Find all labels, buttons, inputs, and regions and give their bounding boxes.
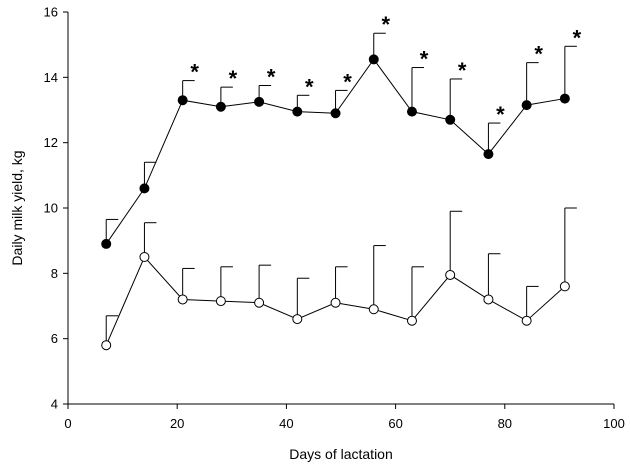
significance-marker: * [267,65,276,90]
x-tick-label: 40 [279,416,293,431]
data-point [215,296,226,307]
series-1: * * * * * * * * * * * [101,12,582,249]
data-point [101,340,112,351]
data-point [292,106,303,117]
significance-marker: * [229,66,238,91]
series-2 [101,207,577,351]
y-axis-title: Daily milk yield, kg [9,150,25,265]
y-tick-label: 14 [44,70,58,85]
x-tick-label: 100 [603,416,625,431]
data-point [559,93,570,104]
data-point [292,314,303,325]
data-point [368,304,379,315]
data-point [406,106,417,117]
x-tick-label: 20 [170,416,184,431]
data-point [483,294,494,305]
plot-area: * * * * * * * * * * * [101,12,582,351]
data-point [254,96,265,107]
data-point [330,297,341,308]
x-axis-title: Days of lactation [289,446,393,462]
x-tick-label: 80 [498,416,512,431]
data-point [559,281,570,292]
significance-marker: * [534,42,543,67]
data-point [483,149,494,160]
data-point [215,101,226,112]
data-point [101,238,112,249]
data-point [254,297,265,308]
significance-marker: * [458,58,467,83]
y-tick-label: 16 [44,5,58,20]
y-tick-label: 8 [51,266,58,281]
significance-marker: * [420,47,429,72]
data-point [406,315,417,326]
axes: 4 6 8 10 12 14 16 0 20 40 60 80 100 [44,5,625,432]
data-point [521,315,532,326]
data-point [368,54,379,65]
y-tick-label: 10 [44,201,58,216]
data-point [521,100,532,111]
significance-marker: * [190,60,199,85]
data-point [139,252,150,262]
x-tick-label: 0 [64,416,71,431]
data-point [445,114,456,125]
significance-marker: * [573,25,582,50]
y-tick-label: 12 [44,135,58,150]
data-point [139,183,150,194]
data-point [177,294,188,305]
y-tick-label: 4 [51,397,58,412]
series-line [105,58,565,245]
significance-marker: * [343,69,352,94]
y-tick-label: 6 [51,331,58,346]
x-tick-label: 60 [388,416,402,431]
data-point [177,95,188,106]
significance-marker: * [305,74,314,99]
significance-marker: * [496,102,505,127]
significance-marker: * [381,12,390,37]
data-point [330,108,341,119]
data-point [445,269,456,280]
